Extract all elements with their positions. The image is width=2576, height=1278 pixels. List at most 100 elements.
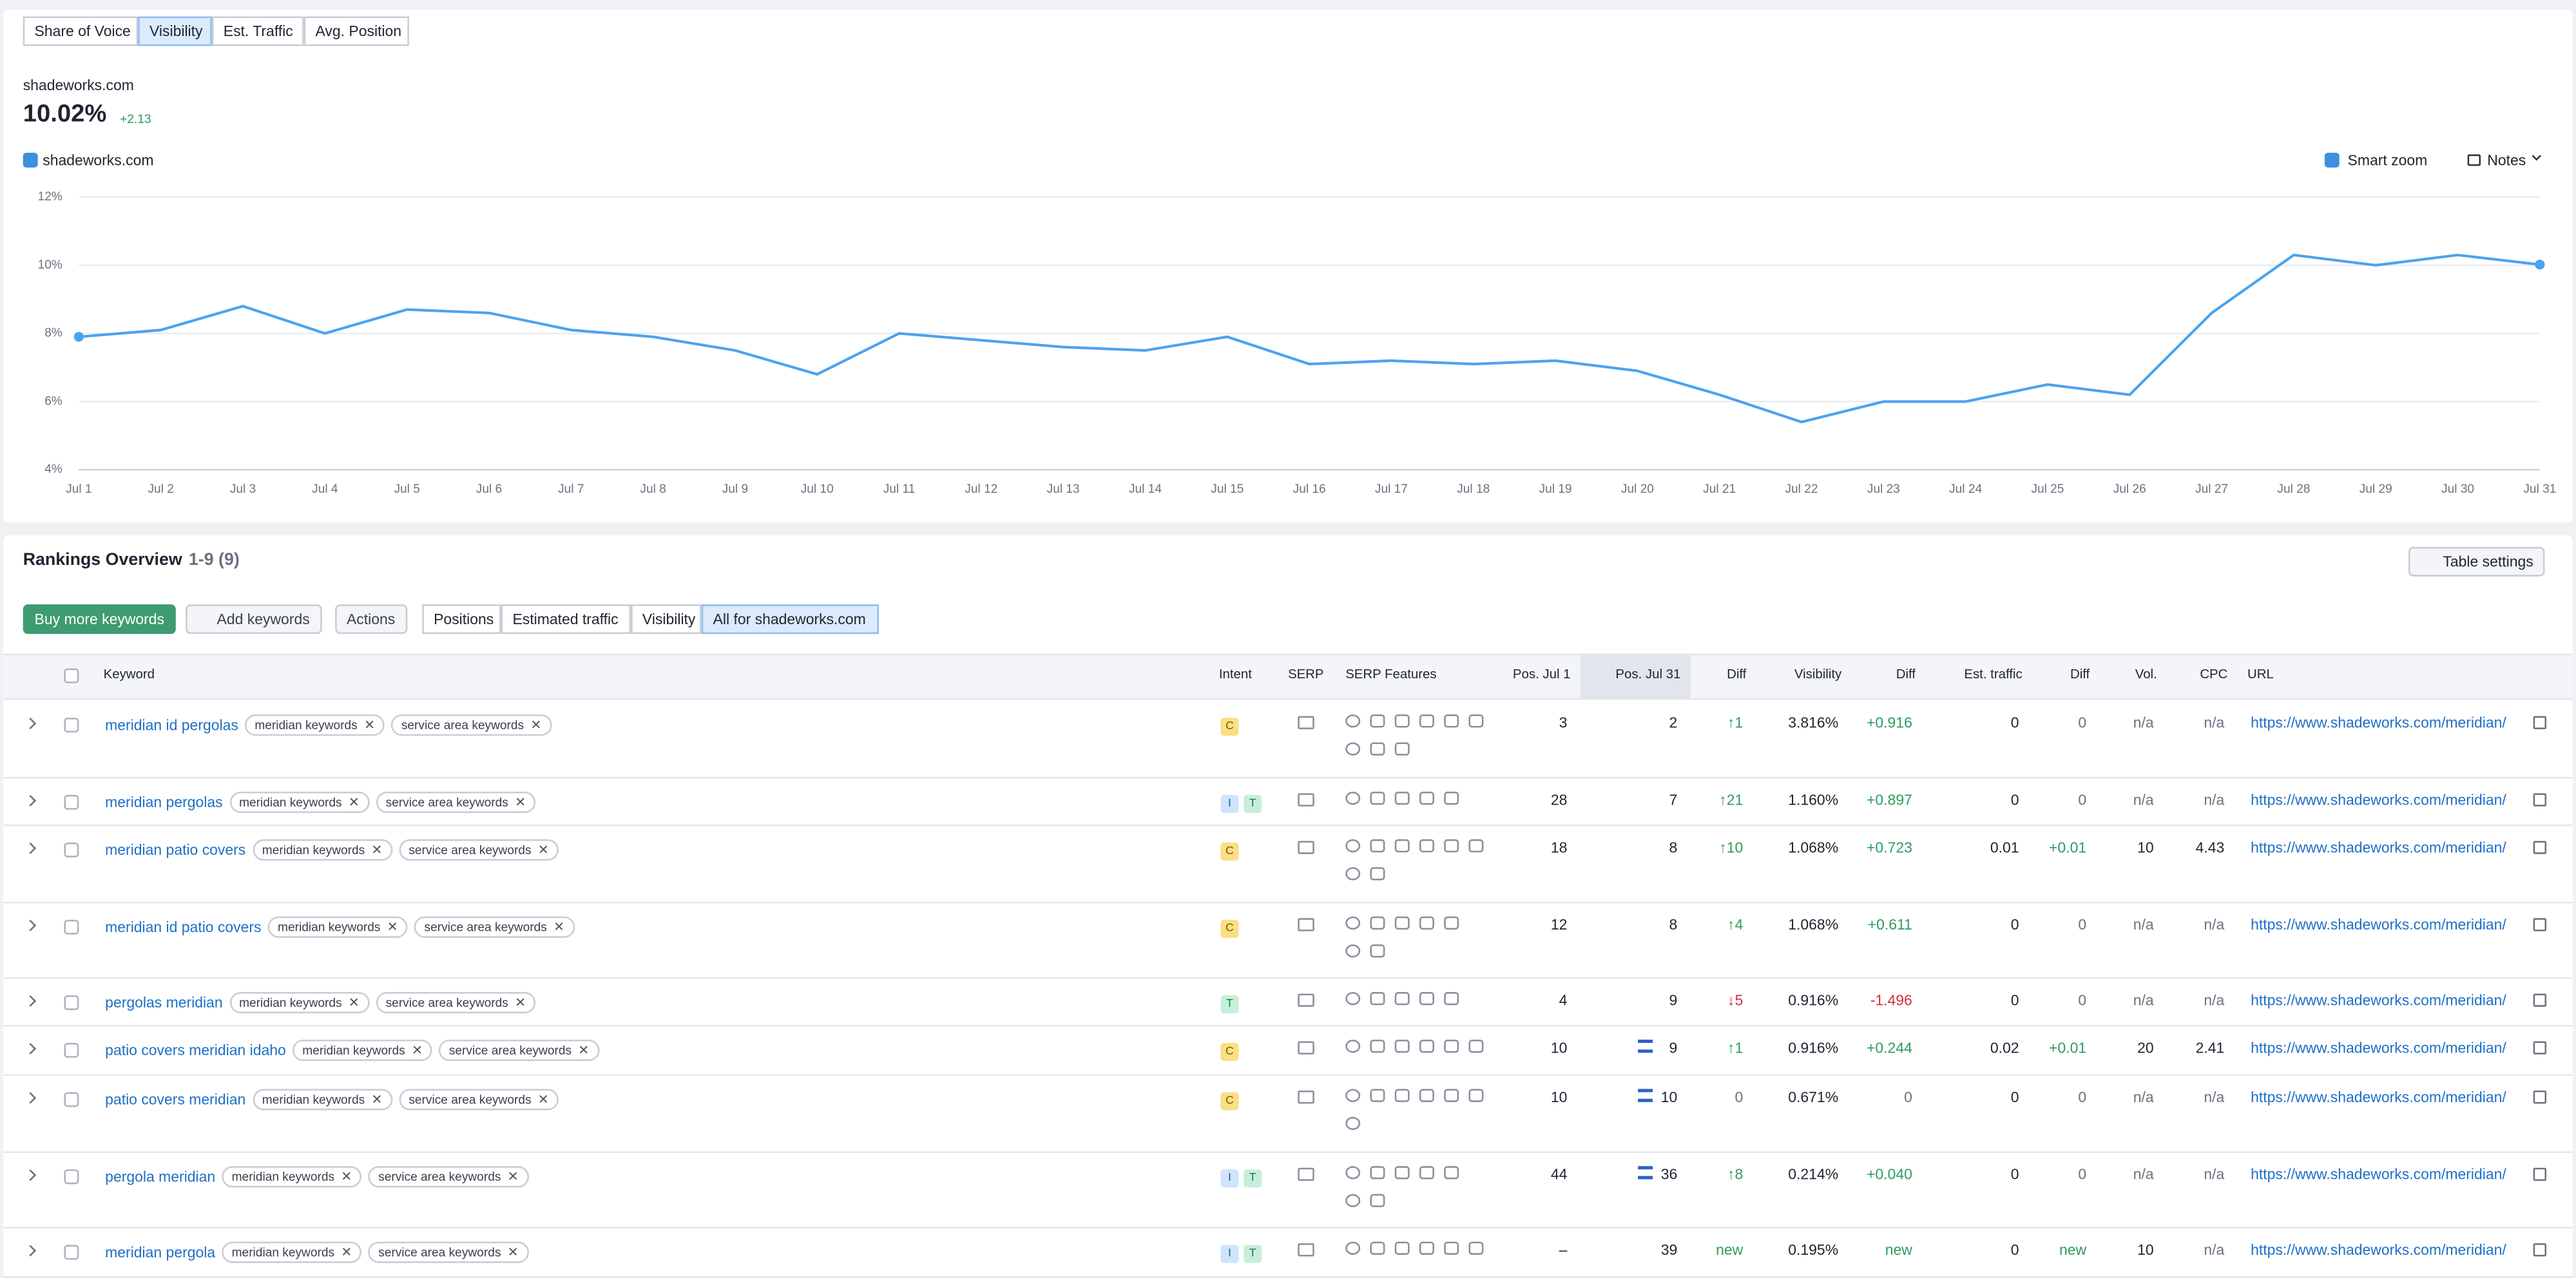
tag[interactable]: meridian keywords ✕ [252, 839, 392, 861]
buy-button[interactable]: Buy more keywords [23, 604, 176, 634]
column-header[interactable]: Diff [2070, 667, 2090, 682]
row-checkbox[interactable] [64, 995, 79, 1011]
serp-icon[interactable] [1298, 793, 1314, 806]
tag[interactable]: meridian keywords ✕ [252, 1089, 392, 1111]
tag[interactable]: service area keywords ✕ [439, 1039, 599, 1062]
external-link[interactable] [2533, 1243, 2547, 1257]
tag[interactable]: service area keywords ✕ [376, 992, 536, 1014]
tag-remove[interactable]: ✕ [515, 795, 526, 810]
row-checkbox[interactable] [64, 718, 79, 733]
filter[interactable]: All for shadeworks.com [701, 604, 879, 634]
tag[interactable]: meridian keywords ✕ [222, 1241, 362, 1263]
row-checkbox[interactable] [64, 1043, 79, 1058]
url[interactable]: https://www.shadeworks.com/meridian/ [2251, 992, 2506, 1009]
row-checkbox[interactable] [64, 1245, 79, 1260]
column-header[interactable]: Diff [1896, 667, 1916, 682]
tag-remove[interactable]: ✕ [537, 842, 549, 857]
url[interactable]: https://www.shadeworks.com/meridian/ [2251, 714, 2506, 731]
url[interactable]: https://www.shadeworks.com/meridian/ [2251, 916, 2506, 933]
keyword[interactable]: pergola meridian [105, 1168, 216, 1185]
tag[interactable]: meridian keywords ✕ [267, 916, 409, 938]
serp-icon[interactable] [1298, 1091, 1314, 1104]
serp-icon[interactable] [1298, 918, 1314, 931]
keyword[interactable]: meridian id pergolas [105, 716, 238, 734]
url[interactable]: https://www.shadeworks.com/meridian/ [2251, 1039, 2506, 1056]
tag[interactable]: service area keywords ✕ [368, 1241, 529, 1263]
tag-remove[interactable]: ✕ [553, 919, 565, 935]
keyword[interactable]: meridian pergolas [105, 794, 223, 811]
row-checkbox[interactable] [64, 795, 79, 810]
smart-zoom[interactable]: Smart zoom [2324, 151, 2427, 169]
row-checkbox[interactable] [64, 1169, 79, 1185]
tag[interactable]: meridian keywords ✕ [222, 1166, 362, 1188]
tag-remove[interactable]: ✕ [507, 1245, 519, 1260]
serp-icon[interactable] [1298, 993, 1314, 1007]
url[interactable]: https://www.shadeworks.com/meridian/ [2251, 839, 2506, 856]
filter[interactable]: Positions [422, 604, 501, 634]
tab[interactable]: Visibility [138, 16, 212, 46]
external-link[interactable] [2533, 1167, 2547, 1181]
tag[interactable]: service area keywords ✕ [399, 1089, 559, 1111]
tag-remove[interactable]: ✕ [515, 995, 526, 1011]
tag-remove[interactable]: ✕ [348, 995, 360, 1011]
tag[interactable]: service area keywords ✕ [414, 916, 575, 938]
external-link[interactable] [2533, 841, 2547, 854]
add-keywords-button[interactable]: Add keywords [186, 604, 322, 634]
keyword[interactable]: pergolas meridian [105, 994, 223, 1011]
serp-icon[interactable] [1298, 716, 1314, 730]
tag[interactable]: meridian keywords ✕ [293, 1039, 433, 1062]
tag-remove[interactable]: ✕ [348, 795, 360, 810]
external-link[interactable] [2533, 993, 2547, 1007]
column-header[interactable]: CPC [2200, 667, 2228, 682]
url[interactable]: https://www.shadeworks.com/meridian/ [2251, 791, 2506, 808]
external-link[interactable] [2533, 1091, 2547, 1104]
column-header[interactable]: Diff [1727, 667, 1747, 682]
table-settings[interactable]: Table settings [2408, 547, 2545, 577]
serp-icon[interactable] [1298, 1243, 1314, 1257]
tag-remove[interactable]: ✕ [363, 718, 376, 733]
keyword[interactable]: meridian patio covers [105, 841, 246, 859]
column-header[interactable]: Pos. Jul 31 [1615, 667, 1681, 682]
tag-remove[interactable]: ✕ [411, 1043, 423, 1058]
tag-remove[interactable]: ✕ [371, 842, 383, 857]
keyword[interactable]: patio covers meridian idaho [105, 1042, 286, 1059]
row-checkbox[interactable] [64, 1092, 79, 1107]
tag[interactable]: service area keywords ✕ [368, 1166, 529, 1188]
tab[interactable]: Share of Voice [23, 16, 139, 46]
row-checkbox[interactable] [64, 842, 79, 857]
serp-icon[interactable] [1298, 1167, 1314, 1181]
tag-remove[interactable]: ✕ [341, 1245, 352, 1260]
external-link[interactable] [2533, 918, 2547, 931]
tag[interactable]: service area keywords ✕ [391, 714, 552, 736]
tag-remove[interactable]: ✕ [507, 1169, 519, 1185]
tag-remove[interactable]: ✕ [371, 1092, 383, 1107]
external-link[interactable] [2533, 716, 2547, 730]
tag[interactable]: meridian keywords ✕ [229, 992, 370, 1014]
tag-remove[interactable]: ✕ [530, 718, 542, 733]
actions-button[interactable]: Actions [335, 604, 407, 634]
column-header[interactable]: Vol. [2135, 667, 2157, 682]
keyword[interactable]: meridian pergola [105, 1244, 216, 1261]
column-header[interactable]: Visibility [1794, 667, 1842, 682]
url[interactable]: https://www.shadeworks.com/meridian/ [2251, 1166, 2506, 1183]
column-header[interactable]: Est. traffic [1964, 667, 2023, 682]
tag[interactable]: meridian keywords ✕ [229, 791, 370, 814]
column-header[interactable]: Pos. Jul 1 [1512, 667, 1571, 682]
tag-remove[interactable]: ✕ [537, 1092, 549, 1107]
legend-item[interactable]: shadeworks.com [23, 151, 154, 169]
tag[interactable]: meridian keywords ✕ [245, 714, 385, 736]
column-header[interactable]: Keyword [103, 667, 155, 682]
filter[interactable]: Estimated traffic [501, 604, 631, 634]
keyword[interactable]: patio covers meridian [105, 1091, 246, 1108]
tag[interactable]: service area keywords ✕ [376, 791, 536, 814]
tag-remove[interactable]: ✕ [387, 919, 398, 935]
tag-remove[interactable]: ✕ [578, 1043, 590, 1058]
tag[interactable]: service area keywords ✕ [399, 839, 559, 861]
external-link[interactable] [2533, 793, 2547, 806]
serp-icon[interactable] [1298, 841, 1314, 854]
tab[interactable]: Avg. Position [303, 16, 409, 46]
row-checkbox[interactable] [64, 919, 79, 935]
notes-button[interactable]: Notes [2467, 151, 2541, 169]
url[interactable]: https://www.shadeworks.com/meridian/ [2251, 1089, 2506, 1105]
tab[interactable]: Est. Traffic [211, 16, 304, 46]
